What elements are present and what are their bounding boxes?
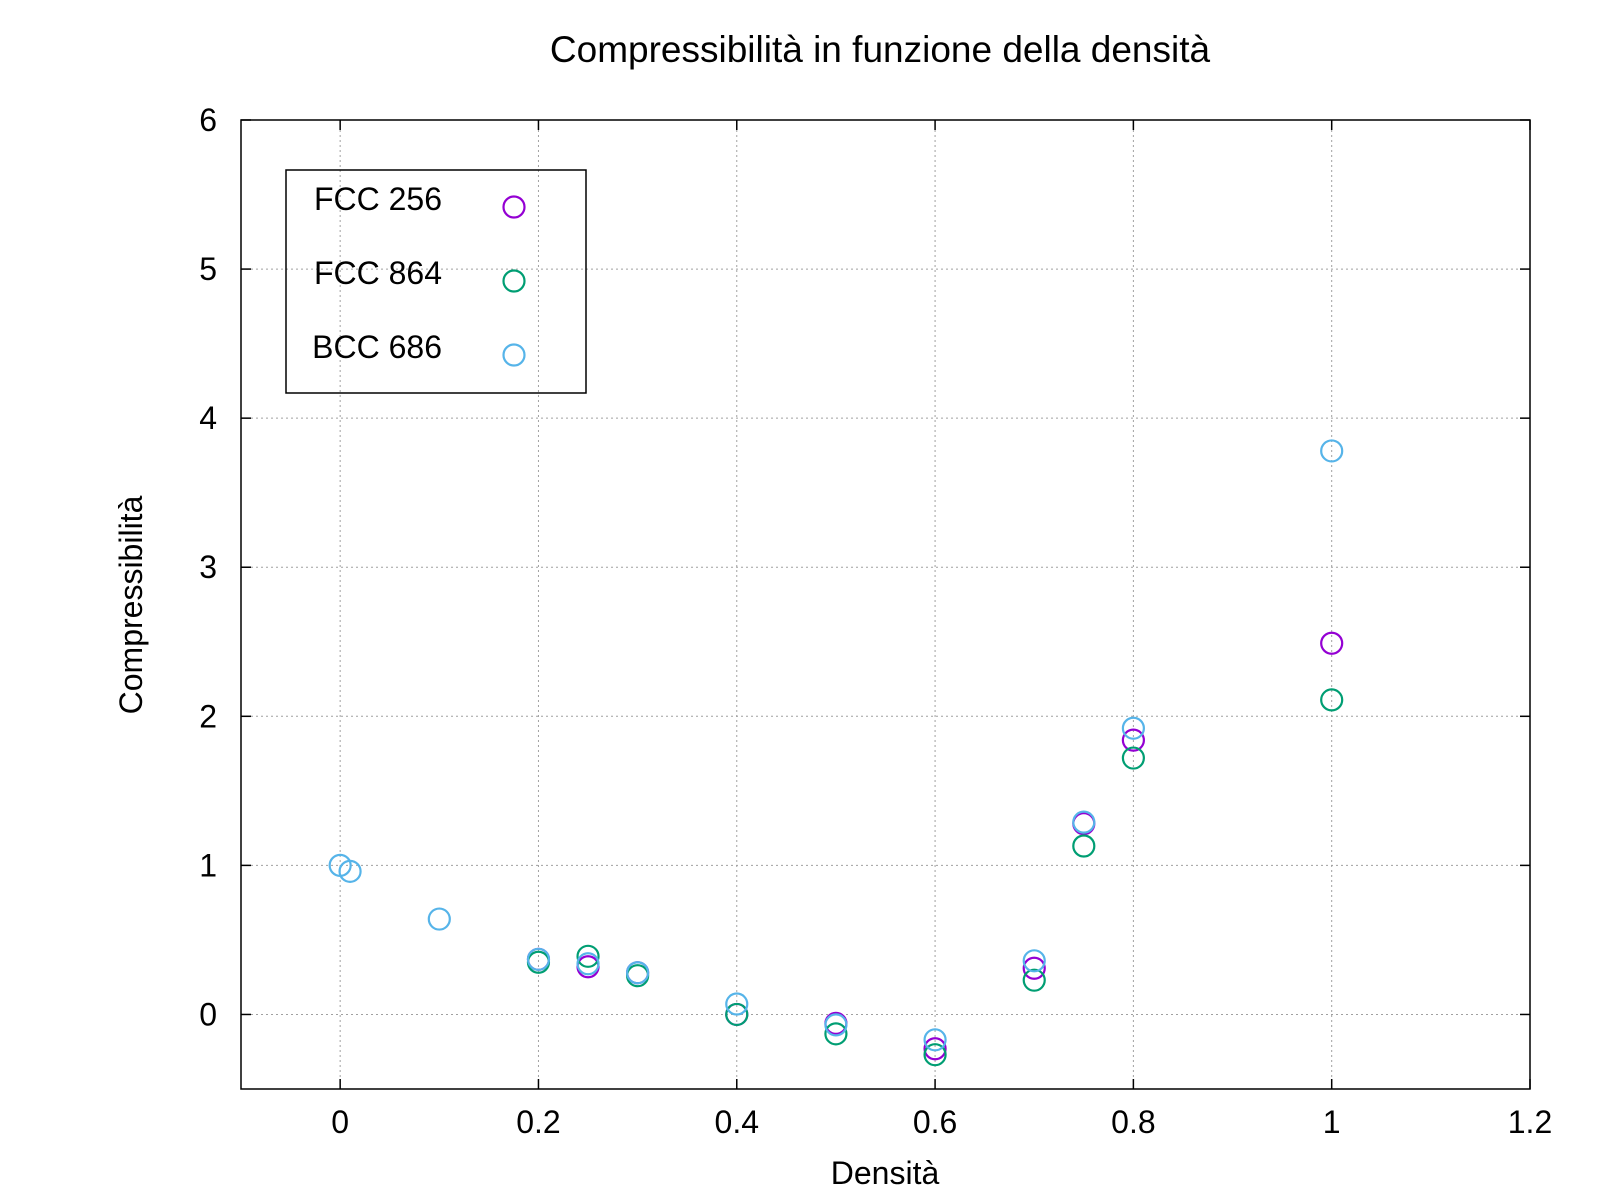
data-point [725,992,749,1016]
data-point [923,1043,947,1067]
x-tick-label: 1.2 [1508,1104,1552,1140]
x-tick-label: 0.4 [715,1104,759,1140]
axis-ticks: 0 0.2 0.4 0.6 0.8 1 1.2 0 1 2 3 4 5 6 [199,102,1552,1140]
y-tick-label: 2 [199,698,217,734]
x-tick-label: 0.8 [1111,1104,1155,1140]
data-point [1022,956,1046,980]
data-point [1320,688,1344,712]
legend-label: FCC 864 [314,255,442,291]
data-point [1072,834,1096,858]
y-tick-label: 0 [199,996,217,1032]
legend-label: FCC 256 [314,181,442,217]
legend-marker [502,195,526,219]
legend-box [285,169,587,394]
x-axis-label: Densità [831,1155,940,1191]
grid [241,120,1530,1089]
y-tick-label: 4 [199,400,217,436]
data-point [427,907,451,931]
y-tick-label: 1 [199,847,217,883]
data-point [576,944,600,968]
x-tick-label: 0 [331,1104,349,1140]
data-point [725,1002,749,1027]
data-point [576,952,600,976]
data-point [1320,439,1344,463]
x-tick-label: 0.2 [516,1104,560,1140]
data-point [626,961,650,985]
series-2 [526,688,1344,1067]
data-point [526,947,551,971]
y-tick-label: 6 [199,102,217,138]
chart-title: Compressibilità in funzione della densit… [550,29,1211,70]
legend-marker [502,269,526,293]
y-axis-label: Compressibilità [113,495,149,714]
y-tick-label: 5 [199,251,217,287]
data-point [824,1013,848,1037]
data-point [923,1028,947,1052]
data-point [923,1037,947,1061]
legend-label: BCC 686 [312,329,442,365]
legend-marker [502,343,526,367]
legend: FCC 256 FCC 864 BCC 686 [285,169,587,394]
data-point [1022,949,1046,973]
series-3 [328,439,1344,1052]
x-tick-label: 0.6 [913,1104,957,1140]
data-point [338,859,362,883]
data-point [1072,810,1096,834]
data-point [1022,968,1046,992]
data-point [1320,631,1344,655]
plot-frame [240,119,1531,1090]
x-tick-label: 1 [1323,1104,1341,1140]
data-point [1121,716,1145,740]
data-point [824,1022,848,1046]
data-points [328,439,1344,1067]
data-point [1121,728,1145,752]
y-tick-label: 3 [199,549,217,585]
data-point [1121,746,1145,770]
